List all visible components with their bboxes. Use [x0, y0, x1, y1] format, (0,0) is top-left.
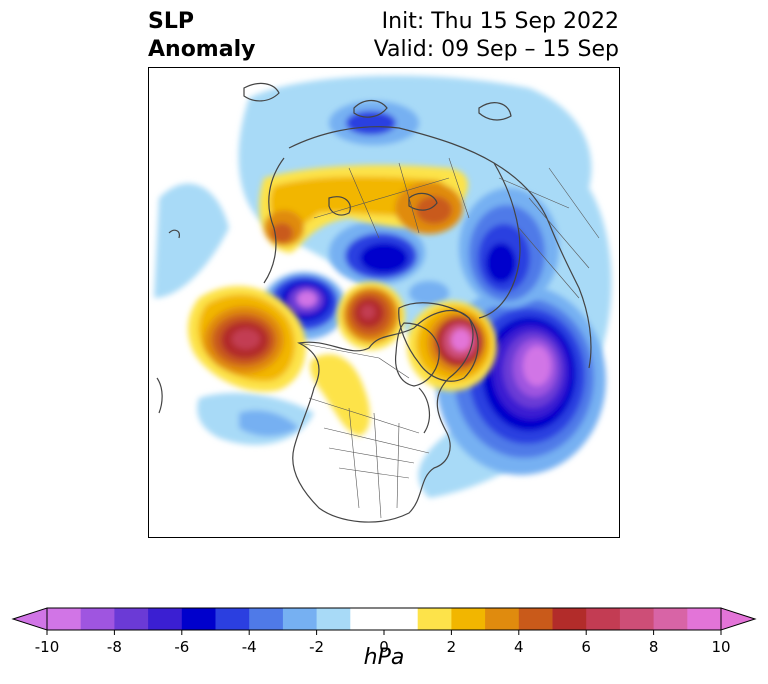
map-subtitle: Init: Thu 15 Sep 2022 Valid: 09 Sep – 15…: [374, 8, 619, 64]
colorbar-segment: [586, 608, 621, 630]
colorbar-segments: [47, 608, 722, 630]
colorbar-tick-label: 0: [379, 638, 389, 656]
colorbar-segment: [384, 608, 419, 630]
colorbar-ticks: -10 -8 -6 -4 -2 0 2 4 6 8 10: [35, 630, 731, 656]
title-line-2: Anomaly: [148, 37, 256, 62]
colorbar-segment: [417, 608, 452, 630]
colorbar-segment: [215, 608, 250, 630]
map-title: SLP Anomaly: [148, 8, 255, 64]
colorbar-tick-label: -6: [174, 638, 189, 656]
colorbar-tick-label: -8: [107, 638, 122, 656]
map-svg: [154, 75, 612, 523]
colorbar-tick-label: -10: [35, 638, 60, 656]
high-siberia: [259, 165, 468, 253]
slp-anomaly-map: [148, 67, 620, 538]
colorbar-segment: [451, 608, 486, 630]
colorbar-segment: [148, 608, 183, 630]
colorbar-units-label: hPa: [363, 645, 405, 670]
colorbar-segment: [47, 608, 82, 630]
colorbar-segment: [114, 608, 149, 630]
colorbar-segment: [619, 608, 655, 630]
colorbar-tick-label: 10: [711, 638, 730, 656]
title-line-1: SLP: [148, 9, 194, 34]
colorbar-segment: [350, 608, 385, 630]
colorbar-tick-label: 6: [581, 638, 591, 656]
colorbar: -10 -8 -6 -4 -2 0 2 4 6 8 10: [11, 607, 757, 656]
colorbar-segment: [316, 608, 351, 630]
colorbar-segment: [181, 608, 216, 630]
low-scandinavia: [459, 188, 559, 308]
low-kara-sea: [329, 221, 449, 305]
high-greenland: [407, 301, 497, 391]
init-time-label: Init: Thu 15 Sep 2022: [381, 9, 619, 34]
colorbar-tick-label: 4: [514, 638, 524, 656]
colorbar-segment: [687, 608, 722, 630]
colorbar-segment: [518, 608, 553, 630]
colorbar-segment: [552, 608, 587, 630]
coastlines: [156, 82, 592, 523]
colorbar-segment: [485, 608, 520, 630]
low-laptev: [329, 101, 419, 145]
colorbar-extend-high: [720, 607, 757, 631]
colorbar-tick-label: 2: [447, 638, 457, 656]
political-borders: [298, 157, 600, 519]
colorbar-tick-label: 8: [649, 638, 659, 656]
colorbar-segment: [653, 608, 688, 630]
valid-period-label: Valid: 09 Sep – 15 Sep: [373, 37, 619, 62]
high-beaufort-sea: [337, 282, 405, 350]
colorbar-segment: [282, 608, 318, 630]
colorbar-segment: [80, 608, 115, 630]
high-western-canada: [309, 354, 371, 436]
colorbar-tick-label: -2: [309, 638, 324, 656]
colorbar-tick-label: -4: [242, 638, 257, 656]
colorbar-extend-low: [11, 607, 48, 631]
high-north-pacific: [187, 286, 306, 392]
colorbar-segment: [249, 608, 284, 630]
